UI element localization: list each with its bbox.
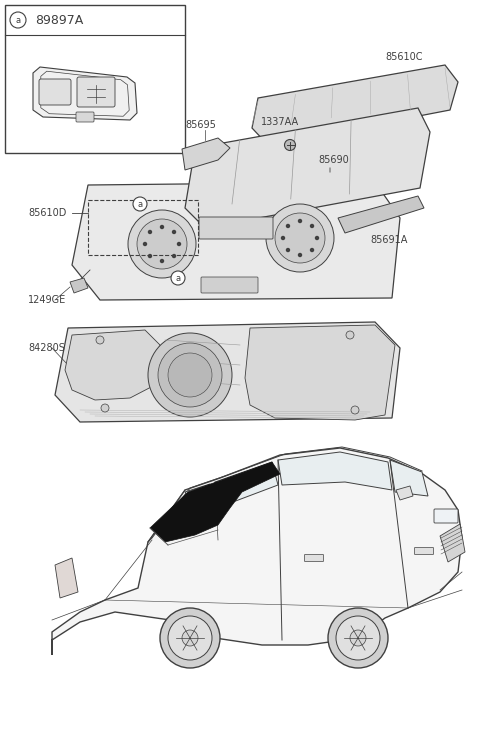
Polygon shape (72, 182, 400, 300)
Polygon shape (252, 65, 458, 145)
Text: a: a (175, 273, 180, 282)
Circle shape (144, 243, 146, 245)
Circle shape (299, 220, 301, 223)
Circle shape (311, 224, 313, 227)
Circle shape (10, 12, 26, 28)
Circle shape (299, 254, 301, 257)
Text: 1337AA: 1337AA (261, 117, 299, 127)
FancyBboxPatch shape (77, 77, 115, 107)
Polygon shape (182, 138, 230, 170)
Circle shape (158, 343, 222, 407)
Circle shape (281, 237, 285, 240)
Polygon shape (390, 460, 428, 496)
Text: 85691A: 85691A (370, 235, 408, 245)
Circle shape (315, 237, 319, 240)
Text: 85610D: 85610D (28, 208, 66, 218)
Circle shape (172, 254, 176, 257)
Circle shape (133, 197, 147, 211)
Polygon shape (185, 484, 218, 513)
Circle shape (172, 231, 176, 234)
Circle shape (275, 213, 325, 263)
Polygon shape (55, 558, 78, 598)
FancyBboxPatch shape (199, 217, 273, 239)
Circle shape (148, 333, 232, 417)
Bar (88, 200, 198, 255)
Circle shape (266, 204, 334, 272)
FancyBboxPatch shape (201, 277, 258, 293)
Circle shape (178, 243, 180, 245)
Circle shape (287, 224, 289, 227)
Polygon shape (55, 322, 400, 422)
Polygon shape (33, 67, 137, 120)
Text: a: a (137, 199, 143, 209)
Bar (5, 5, 185, 153)
Circle shape (160, 259, 164, 262)
FancyBboxPatch shape (304, 554, 324, 562)
FancyBboxPatch shape (415, 548, 433, 554)
Polygon shape (52, 448, 462, 655)
FancyBboxPatch shape (434, 509, 458, 523)
Polygon shape (338, 196, 424, 233)
Circle shape (336, 616, 380, 660)
Polygon shape (150, 462, 280, 542)
Circle shape (287, 248, 289, 251)
Circle shape (148, 254, 152, 257)
Circle shape (168, 353, 212, 397)
Circle shape (168, 616, 212, 660)
Circle shape (351, 406, 359, 414)
FancyBboxPatch shape (76, 112, 94, 122)
Circle shape (350, 630, 366, 646)
Circle shape (182, 630, 198, 646)
Circle shape (346, 331, 354, 339)
Polygon shape (185, 108, 430, 228)
FancyBboxPatch shape (39, 79, 71, 105)
Polygon shape (278, 452, 392, 490)
Circle shape (160, 608, 220, 668)
Circle shape (311, 248, 313, 251)
Text: 89897A: 89897A (35, 13, 83, 26)
Circle shape (171, 271, 185, 285)
Text: 85690: 85690 (318, 155, 349, 165)
Polygon shape (215, 462, 278, 505)
Circle shape (328, 608, 388, 668)
Polygon shape (440, 524, 465, 562)
Circle shape (128, 210, 196, 278)
Text: 1249GE: 1249GE (28, 295, 66, 305)
Circle shape (96, 336, 104, 344)
Text: 85695: 85695 (185, 120, 216, 130)
Text: a: a (15, 15, 21, 24)
Circle shape (101, 404, 109, 412)
Polygon shape (70, 278, 88, 293)
Circle shape (148, 231, 152, 234)
Polygon shape (65, 330, 160, 400)
Polygon shape (245, 325, 395, 420)
Text: 84280S: 84280S (28, 343, 65, 353)
Circle shape (160, 226, 164, 229)
Polygon shape (396, 486, 413, 500)
Circle shape (285, 140, 296, 151)
Text: 85610C: 85610C (385, 52, 422, 62)
Circle shape (137, 219, 187, 269)
